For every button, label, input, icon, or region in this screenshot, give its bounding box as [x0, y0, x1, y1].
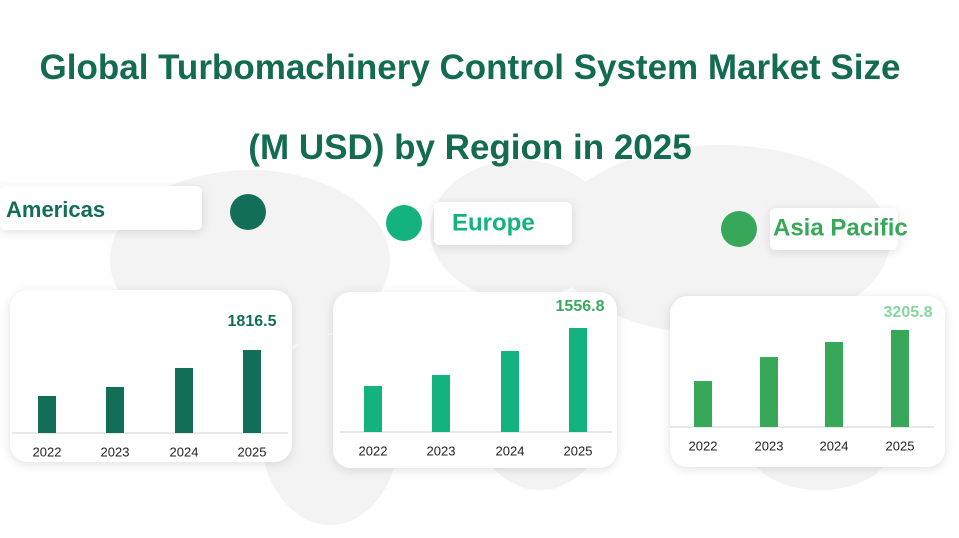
bar	[175, 367, 193, 433]
x-tick-label: 2023	[101, 444, 130, 459]
value-label: 1816.5	[228, 313, 277, 330]
x-tick-label: 2025	[564, 443, 593, 458]
x-tick-label: 2023	[427, 443, 456, 458]
bar	[569, 328, 587, 432]
legend-pill	[434, 202, 572, 245]
legend-pill	[0, 186, 202, 230]
value-label: 3205.8	[884, 304, 933, 321]
x-tick-label: 2024	[170, 444, 199, 459]
bar	[38, 395, 56, 433]
bar	[694, 381, 712, 427]
bar	[364, 385, 382, 432]
x-tick-label: 2024	[496, 443, 525, 458]
bar	[106, 386, 124, 433]
legend-label: Americas	[6, 197, 105, 222]
x-tick-label: 2024	[820, 438, 849, 453]
bar	[243, 350, 261, 433]
x-tick-label: 2022	[33, 444, 62, 459]
card	[333, 292, 617, 468]
page-title: Global Turbomachinery Control System Mar…	[39, 48, 901, 167]
card	[670, 296, 945, 467]
legend-dot	[230, 194, 266, 230]
x-tick-label: 2022	[359, 443, 388, 458]
legend-label: Asia Pacific	[773, 214, 908, 241]
x-tick-label: 2023	[755, 438, 784, 453]
bar	[825, 342, 843, 427]
bar	[432, 375, 450, 432]
x-tick-label: 2025	[238, 444, 267, 459]
legend-pill	[770, 208, 898, 250]
bar	[501, 351, 519, 432]
bar	[891, 330, 909, 427]
value-label: 1556.8	[556, 298, 605, 315]
x-tick-label: 2025	[886, 438, 915, 453]
legend-dot	[721, 211, 757, 247]
legend-label: Europe	[452, 209, 535, 236]
region-panel: Europe 2022 2023 2024 2025 1556.8	[333, 202, 617, 468]
region-panel: Asia Pacific 2022 2023 2024 2025 3205.8	[670, 208, 945, 467]
x-tick-label: 2022	[689, 438, 718, 453]
bar	[760, 357, 778, 427]
card	[10, 290, 292, 462]
legend-dot	[386, 205, 422, 241]
region-panel: Americas 2022 2023 2024 2025 1816.5	[0, 186, 292, 462]
